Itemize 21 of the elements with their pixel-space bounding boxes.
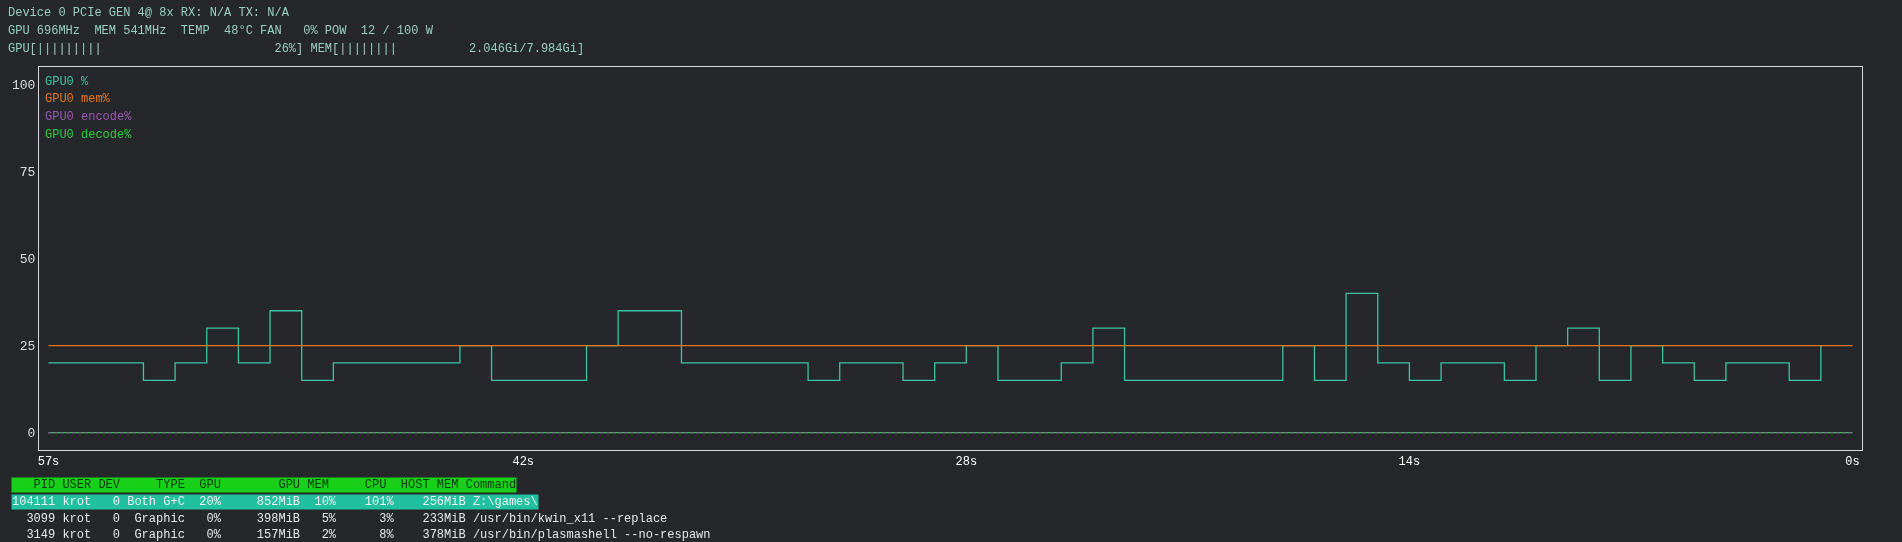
- x-tick-label: 0s: [1845, 455, 1860, 470]
- y-tick-label: 25: [19, 339, 36, 355]
- text: 104111 krot 0 Both G+C 20% 852MiB 10% 101% 256MiB Z:\games\: [12, 495, 538, 509]
- text: GPU0 encode%: [45, 110, 133, 124]
- x-tick-label: 14s: [1398, 455, 1421, 470]
- x-tick-label: 28s: [955, 455, 978, 470]
- text: 3149 krot 0 Graphic 0% 157MiB 2% 8% 378MiB /usr/bin/plasmashell --no-respawn: [12, 528, 711, 542]
- text: 3099 krot 0 Graphic 0% 398MiB 5% 3% 233MiB /usr/bin/kwin_x11 --replace: [12, 512, 668, 526]
- text: GPU0 %: [45, 75, 90, 89]
- y-tick-label: 50: [19, 252, 36, 268]
- text: GPU 696MHz MEM 541MHz TEMP 48°C FAN 0% POW 12 / 100 W: [8, 24, 434, 38]
- x-tick-label: 57s: [37, 455, 60, 470]
- x-tick-label: 42s: [512, 455, 535, 470]
- y-tick-label: 100: [11, 77, 36, 93]
- text: PID USER DEV TYPE GPU GPU MEM CPU HOST MEM Command: [12, 478, 517, 492]
- text: Device 0 PCIe GEN 4@ 8x RX: N/A TX: N/A: [8, 6, 290, 20]
- text: GPU0 mem%: [45, 92, 111, 106]
- y-tick-label: 75: [19, 165, 36, 180]
- text: GPU0 decode%: [45, 128, 133, 142]
- text: GPU[||||||||| 26%] MEM[|||||||| 2.046Gi/7.984Gi]: [8, 42, 585, 56]
- y-tick-label: 0: [27, 426, 36, 442]
